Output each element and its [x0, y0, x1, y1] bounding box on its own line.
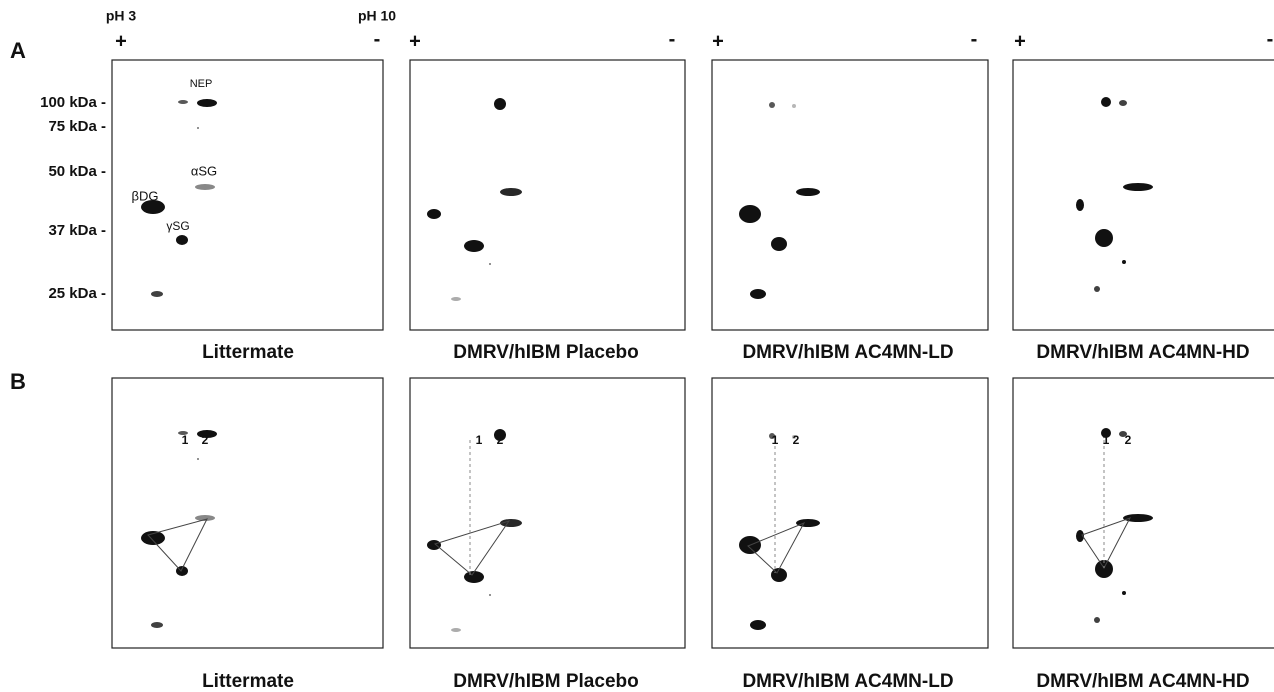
spot-label: NEP	[190, 78, 213, 90]
spot-number: 2	[202, 433, 209, 447]
spot-number: 2	[1125, 433, 1132, 447]
protein-spot	[141, 531, 165, 545]
gel-caption: DMRV/hIBM AC4MN-LD	[742, 342, 953, 363]
gel-frame	[712, 378, 988, 648]
ph-label: pH 10	[358, 8, 396, 24]
mw-marker: 37 kDa -	[48, 222, 106, 239]
mw-marker: 25 kDa -	[48, 285, 106, 302]
mw-marker: 75 kDa -	[48, 118, 106, 135]
protein-spot	[197, 127, 199, 129]
ph-sign: -	[374, 28, 381, 50]
protein-spot	[451, 628, 461, 632]
spot-label: γSG	[166, 219, 189, 233]
protein-spot	[494, 98, 506, 110]
ph-sign: +	[712, 30, 724, 52]
protein-spot	[464, 240, 484, 252]
spot-number: 2	[793, 433, 800, 447]
ph-label: pH 3	[106, 8, 137, 24]
mw-marker: 50 kDa -	[48, 163, 106, 180]
spot-number: 2	[497, 433, 504, 447]
gel-caption: Littermate	[202, 671, 294, 692]
gel-frame	[112, 378, 383, 648]
gel-frame	[1013, 378, 1274, 648]
protein-spot	[451, 297, 461, 301]
gel-frame	[410, 378, 685, 648]
protein-spot	[1101, 97, 1111, 107]
protein-spot	[1095, 229, 1113, 247]
protein-spot	[796, 188, 820, 196]
protein-spot	[750, 289, 766, 299]
panel-label: A	[10, 38, 26, 63]
protein-spot	[197, 458, 199, 460]
spot-number: 1	[182, 433, 189, 447]
spot-label: βDG	[132, 188, 159, 203]
protein-spot	[151, 622, 163, 628]
protein-spot	[151, 291, 163, 297]
protein-spot	[489, 263, 491, 265]
protein-spot	[1076, 199, 1084, 211]
ph-sign: +	[1014, 30, 1026, 52]
spot-triangle	[148, 519, 207, 571]
gel-caption: DMRV/hIBM Placebo	[453, 671, 638, 692]
protein-spot	[750, 620, 766, 630]
spot-triangle	[435, 521, 509, 575]
ph-sign: +	[409, 30, 421, 52]
protein-spot	[739, 205, 761, 223]
protein-spot	[427, 540, 441, 550]
protein-spot	[1122, 591, 1126, 595]
gel-caption: DMRV/hIBM AC4MN-HD	[1036, 342, 1249, 363]
protein-spot	[1094, 617, 1100, 623]
gel-frame	[410, 60, 685, 330]
panel-label: B	[10, 369, 26, 394]
protein-spot	[1119, 100, 1127, 106]
spot-number: 1	[476, 433, 483, 447]
gel-frame	[1013, 60, 1274, 330]
gel-caption: DMRV/hIBM AC4MN-HD	[1036, 671, 1249, 692]
protein-spot	[1123, 183, 1153, 191]
protein-spot	[427, 209, 441, 219]
protein-spot	[792, 104, 796, 108]
gel-caption: Littermate	[202, 342, 294, 363]
protein-spot	[1122, 260, 1126, 264]
gel-frame	[712, 60, 988, 330]
protein-spot	[769, 102, 775, 108]
protein-spot	[489, 594, 491, 596]
protein-spot	[176, 235, 188, 245]
figure: A B pH 3 pH 10 LittermateLittermate+-12D…	[0, 0, 1274, 692]
gel-caption: DMRV/hIBM AC4MN-LD	[742, 671, 953, 692]
spot-number: 1	[1103, 433, 1110, 447]
spot-number: 1	[772, 433, 779, 447]
ph-sign: -	[1267, 28, 1274, 50]
ph-sign: +	[115, 30, 127, 52]
gel-caption: DMRV/hIBM Placebo	[453, 342, 638, 363]
protein-spot	[195, 184, 215, 190]
protein-spot	[500, 188, 522, 196]
ph-sign: -	[669, 28, 676, 50]
ph-sign: -	[971, 28, 978, 50]
protein-spot	[1094, 286, 1100, 292]
protein-spot	[195, 515, 215, 521]
protein-spot	[796, 519, 820, 527]
protein-spot	[178, 100, 188, 104]
spot-label: αSG	[191, 163, 217, 178]
protein-spot	[1123, 514, 1153, 522]
mw-marker: 100 kDa -	[40, 94, 106, 111]
protein-spot	[771, 237, 787, 251]
protein-spot	[197, 99, 217, 107]
